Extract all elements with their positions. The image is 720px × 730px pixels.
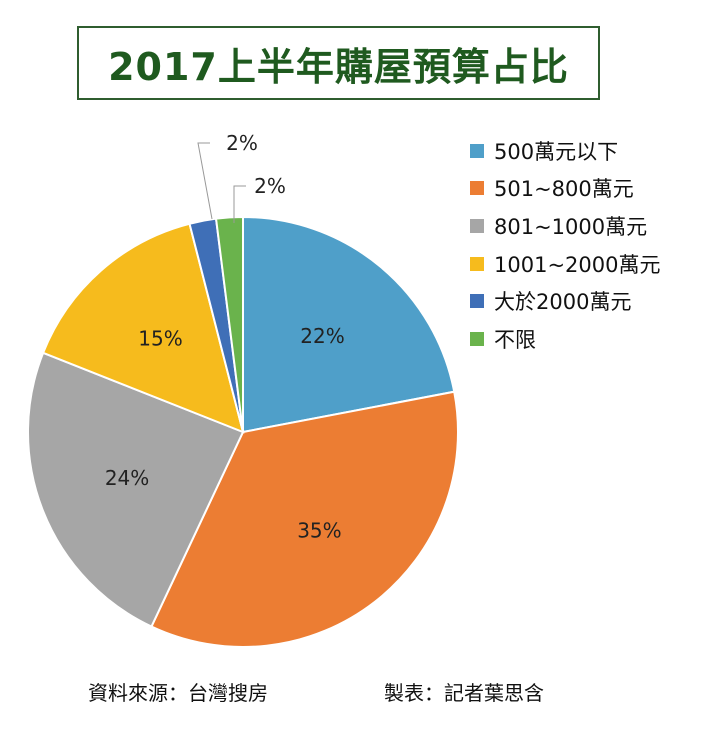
legend-item-3: 801~1000萬元 xyxy=(470,207,660,245)
legend-swatch-4 xyxy=(470,256,484,271)
legend-label-2: 501~800萬元 xyxy=(494,177,634,202)
author-note: 製表：記者葉思含 xyxy=(384,681,544,705)
legend-label-1: 500萬元以下 xyxy=(494,139,619,164)
chart-legend: 500萬元以下 501~800萬元 801~1000萬元 1001~2000萬元… xyxy=(470,132,660,358)
source-note: 資料來源：台灣搜房 xyxy=(88,681,268,705)
data-label-unlimited: 2% xyxy=(254,174,286,198)
data-label-over-2000: 2% xyxy=(226,131,258,155)
data-label-801-1000: 24% xyxy=(105,466,149,490)
legend-swatch-3 xyxy=(470,218,484,233)
legend-label-5: 大於2000萬元 xyxy=(494,290,632,315)
chart-title: 2017上半年購屋預算占比 xyxy=(77,26,600,100)
legend-swatch-1 xyxy=(470,143,484,158)
data-label-under-500: 22% xyxy=(300,324,344,348)
legend-label-4: 1001~2000萬元 xyxy=(494,252,661,277)
pie-slice-1001-2000 xyxy=(41,222,245,434)
pie-slice-501-800 xyxy=(150,390,459,648)
leader-line-unlimited xyxy=(233,185,246,223)
pie-slice-unlimited xyxy=(214,215,244,433)
legend-item-6: 不限 xyxy=(470,320,660,358)
pie-slice-801-1000 xyxy=(27,351,245,628)
data-label-1001-2000: 15% xyxy=(138,326,182,350)
pie-slice-under-500 xyxy=(242,215,456,434)
leader-line-over-2000 xyxy=(197,142,213,220)
legend-swatch-2 xyxy=(470,181,484,196)
legend-swatch-6 xyxy=(470,331,484,346)
legend-item-1: 500萬元以下 xyxy=(470,132,660,170)
legend-swatch-5 xyxy=(470,294,484,309)
data-label-501-800: 35% xyxy=(297,519,341,543)
legend-item-5: 大於2000萬元 xyxy=(470,282,660,320)
legend-item-4: 1001~2000萬元 xyxy=(470,245,660,283)
legend-label-6: 不限 xyxy=(494,327,536,352)
legend-item-2: 501~800萬元 xyxy=(470,170,660,208)
legend-label-3: 801~1000萬元 xyxy=(494,214,648,239)
